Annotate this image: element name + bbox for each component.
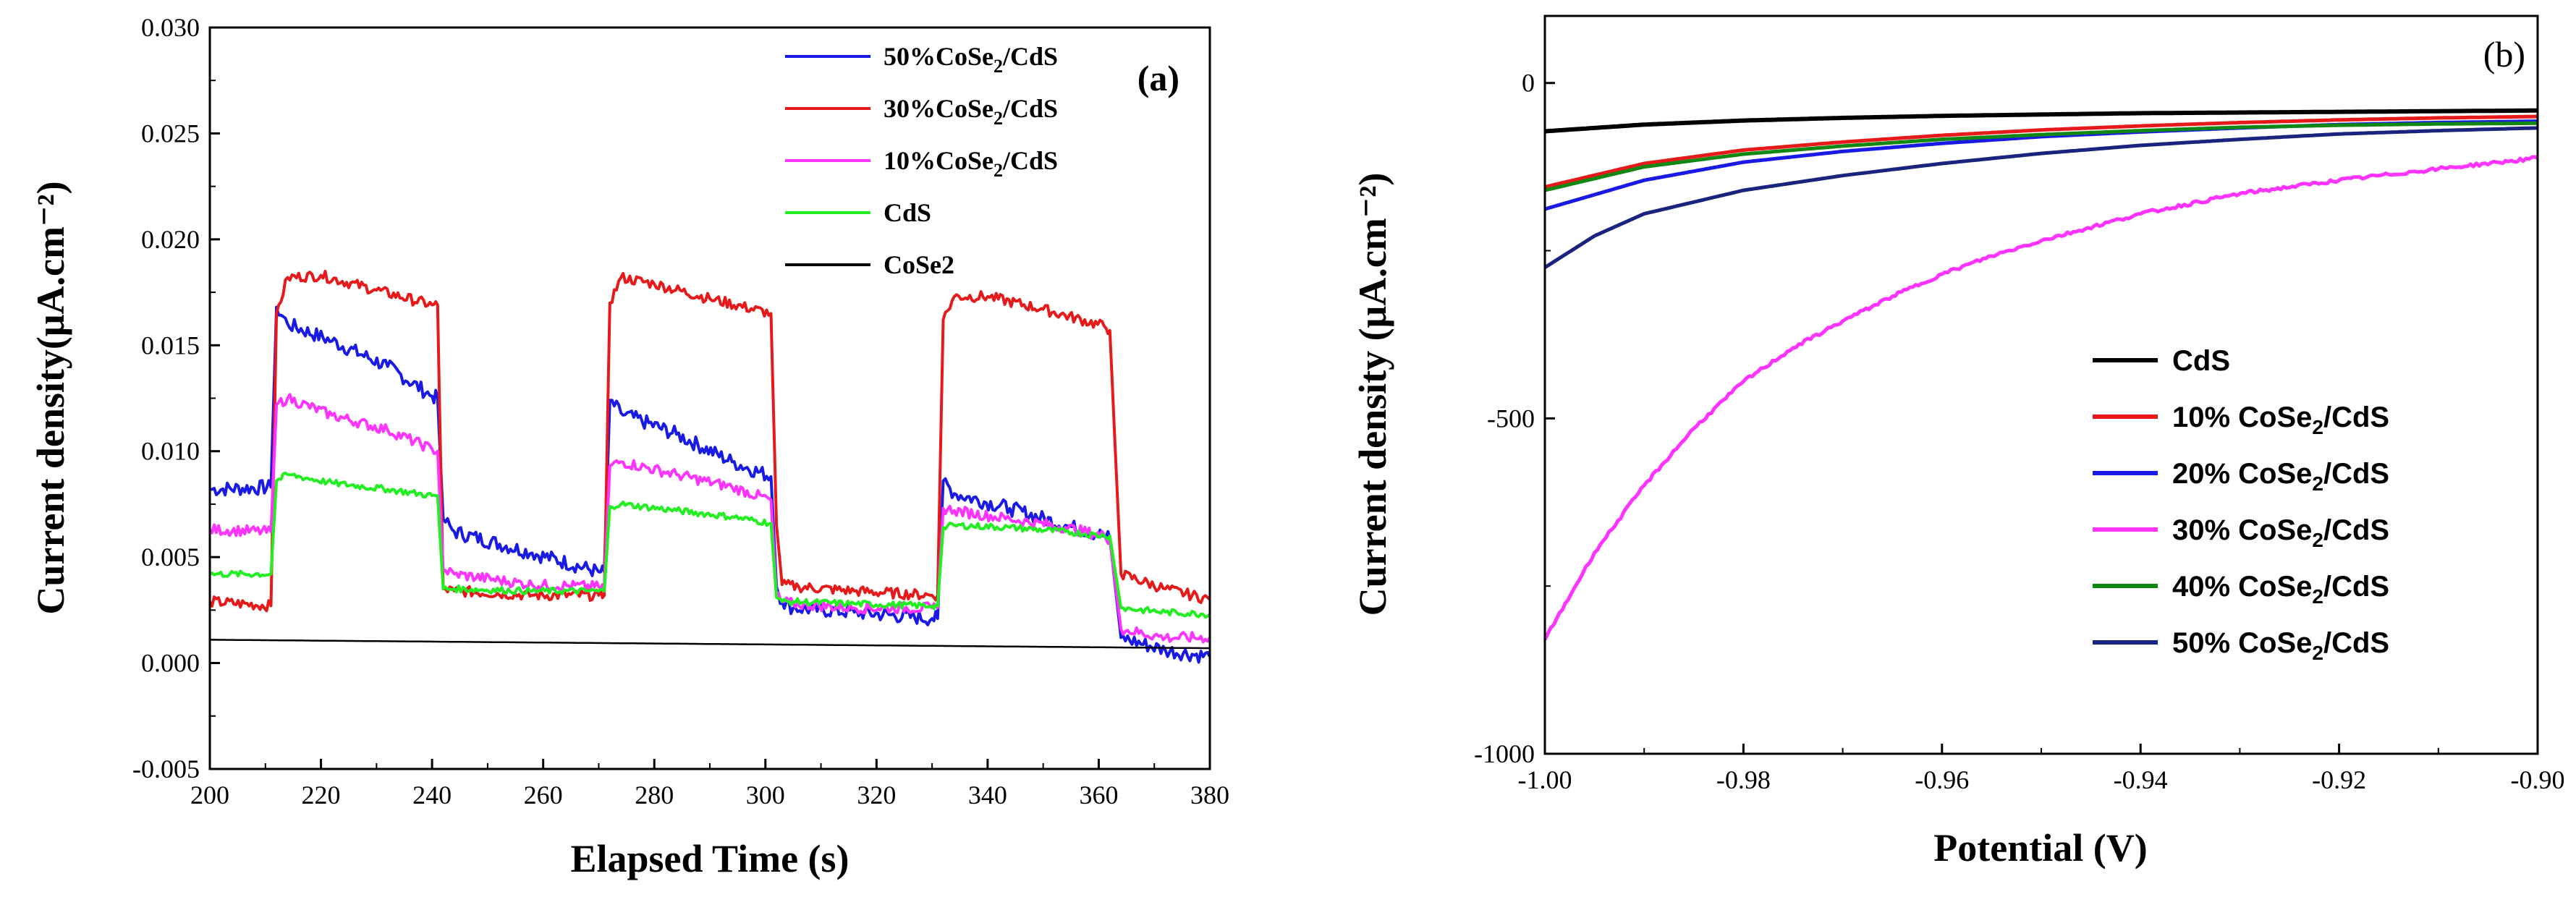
- panel-b-x-axis-label: Potential (V): [1933, 826, 2147, 870]
- a-y-tick-label: -0.005: [132, 754, 200, 783]
- legend-subscript: 2: [993, 160, 1003, 181]
- a-legend-entry: CdS: [884, 198, 931, 227]
- legend-text-tail: /CdS: [2323, 571, 2389, 603]
- a-series-line-0: [209, 305, 1211, 664]
- legend-text-tail: /CdS: [1002, 146, 1058, 175]
- a-legend-entry: 50%CoSe2/CdS: [884, 42, 1058, 77]
- b-x-tick-label: -1.00: [1518, 765, 1572, 794]
- legend-text: 30%CoSe: [884, 94, 993, 123]
- b-x-tick-label: -0.92: [2312, 765, 2366, 794]
- legend-text-tail: /CdS: [2323, 401, 2389, 433]
- b-legend-entry: CdS: [2172, 345, 2230, 377]
- legend-text-tail: /CdS: [1002, 42, 1058, 71]
- a-y-tick-label: 0.000: [141, 649, 200, 678]
- panel-b-y-axis-label: Current density (μA.cm⁻²): [1351, 173, 1394, 616]
- legend-text-tail: /CdS: [2323, 627, 2389, 659]
- b-series-line-5: [1543, 126, 2538, 269]
- b-x-tick-label: -0.94: [2114, 765, 2168, 794]
- a-x-tick-label: 300: [746, 781, 785, 809]
- a-series-line-1: [208, 269, 1211, 613]
- legend-text: 10%CoSe: [884, 146, 993, 175]
- a-x-tick-label: 200: [190, 781, 229, 809]
- panel-b-label: (b): [2483, 34, 2525, 75]
- b-y-tick-label: -500: [1487, 404, 1535, 433]
- b-x-tick-label: -0.98: [1716, 765, 1771, 794]
- panel-a-legend: 50%CoSe2/CdS30%CoSe2/CdS10%CoSe2/CdSCdSC…: [785, 42, 1058, 279]
- legend-subscript: 2: [2312, 529, 2323, 551]
- legend-text-tail: /CdS: [2323, 458, 2389, 490]
- b-series-line-1: [1544, 114, 2538, 189]
- a-y-tick-label: 0.015: [141, 331, 200, 360]
- a-y-tick-label: 0.030: [141, 13, 200, 42]
- a-legend-entry: 10%CoSe2/CdS: [884, 146, 1058, 181]
- panel-a: 200 220 240 260 280 300 320 340 360 380 -0.005 0.00…: [29, 13, 1229, 880]
- a-x-tick-label: 320: [857, 781, 896, 809]
- legend-subscript: 2: [2312, 416, 2323, 438]
- a-x-tick-label: 240: [412, 781, 452, 809]
- panel-a-series-group: [208, 269, 1211, 664]
- a-series-line-2: [208, 393, 1211, 644]
- legend-subscript: 2: [2312, 472, 2323, 495]
- a-series-line-4: [210, 639, 1211, 650]
- b-series-line-3: [1543, 155, 2538, 641]
- panel-b: -1.00 -0.98 -0.96 -0.94 -0.92 -0.90 0 -500 -1000…: [1351, 14, 2565, 870]
- legend-text-tail: /CdS: [1002, 94, 1058, 123]
- a-x-tick-label: 360: [1079, 781, 1118, 809]
- a-y-tick-label: 0.010: [141, 437, 200, 466]
- legend-subscript: 2: [993, 108, 1003, 129]
- legend-text: 10% CoSe: [2172, 401, 2312, 433]
- b-x-tick-label: -0.96: [1915, 765, 1969, 794]
- a-y-tick-label: 0.005: [141, 543, 200, 571]
- panel-a-x-axis-label: Elapsed Time (s): [570, 837, 849, 880]
- b-legend-entry: 30% CoSe2/CdS: [2172, 514, 2389, 551]
- panel-b-ticks: -1.00 -0.98 -0.96 -0.94 -0.92 -0.90 0 -500 -1000: [1474, 69, 2565, 794]
- a-x-tick-label: 340: [968, 781, 1007, 809]
- panel-b-series-group: [1543, 108, 2538, 641]
- panel-a-label: (a): [1137, 58, 1179, 98]
- a-x-tick-label: 280: [635, 781, 674, 809]
- a-legend-entry: CoSe2: [884, 250, 954, 279]
- legend-text: 50% CoSe: [2172, 627, 2312, 659]
- panel-a-plot-frame: [208, 26, 1211, 770]
- a-x-tick-label: 380: [1190, 781, 1229, 809]
- b-series-line-0: [1544, 108, 2538, 134]
- b-legend-entry: 20% CoSe2/CdS: [2172, 458, 2389, 495]
- b-series-line-4: [1544, 121, 2538, 192]
- legend-text: 20% CoSe: [2172, 458, 2312, 490]
- legend-subscript: 2: [2312, 642, 2323, 664]
- a-x-tick-label: 260: [524, 781, 563, 809]
- legend-text: CdS: [884, 198, 931, 227]
- b-legend-entry: 50% CoSe2/CdS: [2172, 627, 2389, 664]
- legend-subscript: 2: [2312, 585, 2323, 608]
- a-series-line-3: [209, 471, 1211, 619]
- a-y-tick-label: 0.025: [141, 119, 200, 148]
- b-y-tick-label: -1000: [1474, 739, 1535, 768]
- b-x-tick-label: -0.90: [2511, 765, 2565, 794]
- legend-text: 50%CoSe: [884, 42, 993, 71]
- legend-text: CdS: [2172, 345, 2230, 377]
- legend-text: CoSe2: [884, 250, 954, 279]
- a-y-tick-label: 0.020: [141, 225, 200, 254]
- panel-a-ticks: 200 220 240 260 280 300 320 340 360 380 -0.005 0.00…: [132, 13, 1229, 809]
- legend-text: 30% CoSe: [2172, 514, 2312, 546]
- b-y-tick-label: 0: [1522, 69, 1535, 98]
- a-x-tick-label: 220: [302, 781, 341, 809]
- legend-text: 40% CoSe: [2172, 571, 2312, 603]
- b-legend-entry: 40% CoSe2/CdS: [2172, 571, 2389, 608]
- legend-text-tail: /CdS: [2323, 514, 2389, 546]
- panel-a-y-axis-label: Current density(μA.cm⁻²): [29, 181, 72, 614]
- b-legend-entry: 10% CoSe2/CdS: [2172, 401, 2389, 438]
- a-legend-entry: 30%CoSe2/CdS: [884, 94, 1058, 129]
- legend-subscript: 2: [993, 56, 1003, 77]
